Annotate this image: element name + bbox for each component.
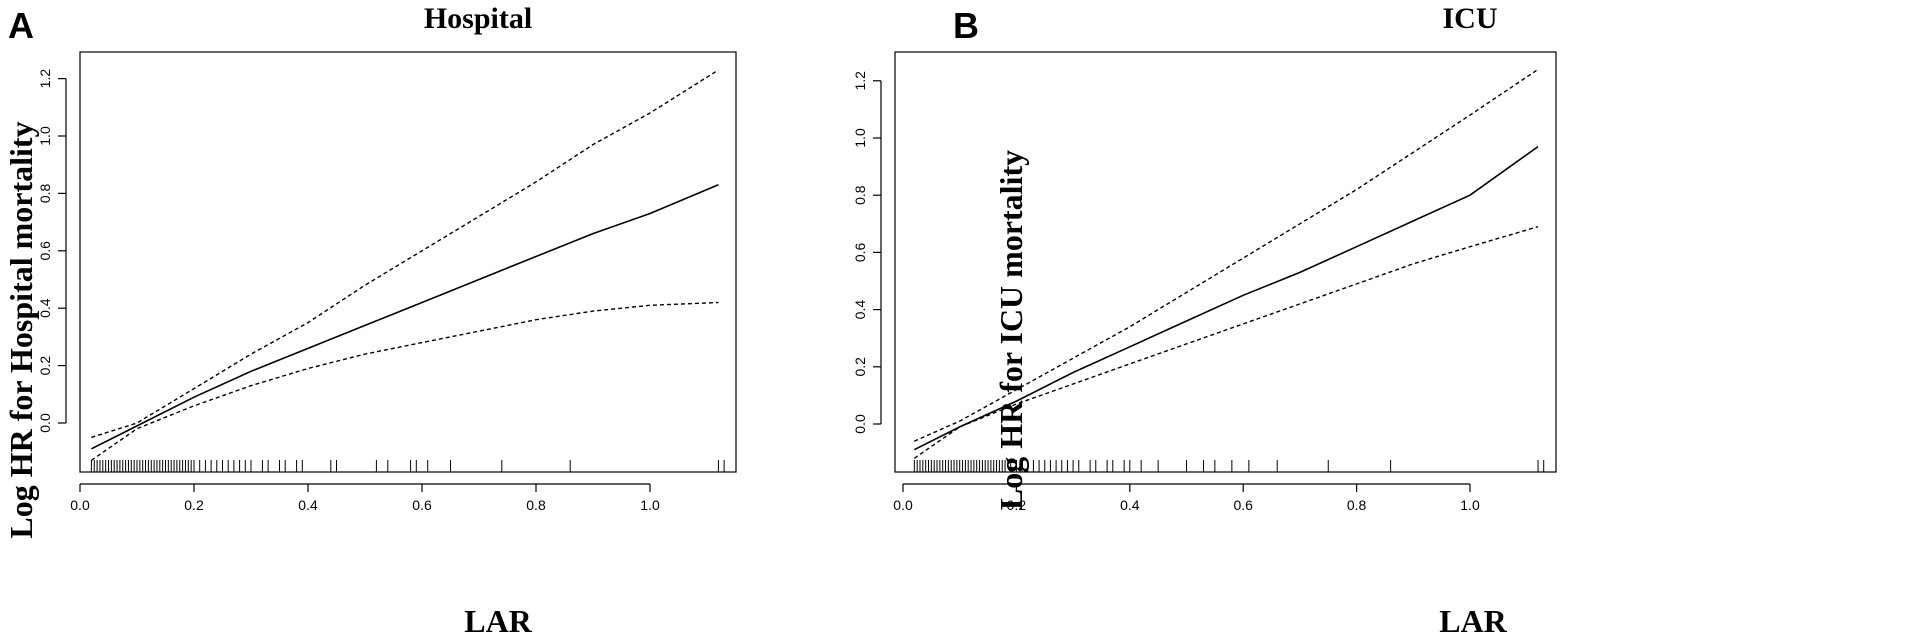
y-tick-label: 0.4 — [852, 300, 868, 320]
x-tick-label: 0.6 — [1233, 497, 1253, 513]
y-tick-label: 1.0 — [37, 126, 53, 146]
lower-ci-line — [913, 226, 1539, 459]
y-axis-title: Log HR for Hospital mortality — [3, 121, 39, 538]
plot-frame — [79, 51, 737, 473]
y-tick-label: 0.8 — [852, 185, 868, 205]
y-tick-label: 1.2 — [852, 71, 868, 91]
y-tick-label: 1.2 — [37, 69, 53, 89]
lower-ci-line — [91, 301, 719, 461]
x-tick-label: 0.4 — [1120, 497, 1140, 513]
x-tick-label: 0.6 — [412, 497, 432, 513]
panel-letter: B — [953, 5, 979, 46]
y-tick-label: 0.0 — [852, 414, 868, 434]
x-tick-label: 0.8 — [1347, 497, 1367, 513]
upper-ci-line — [914, 68, 1539, 442]
x-axis-title: LAR — [464, 603, 532, 638]
estimate-line — [91, 184, 719, 450]
chart-title: Hospital — [424, 2, 532, 35]
y-tick-label: 0.0 — [37, 413, 53, 433]
y-tick-label: 0.8 — [37, 183, 53, 203]
x-tick-label: 1.0 — [640, 497, 660, 513]
estimate-line — [913, 145, 1539, 451]
upper-ci-line — [91, 69, 719, 439]
x-tick-label: 0.2 — [184, 497, 204, 513]
x-axis-title: LAR — [1439, 603, 1507, 638]
y-tick-label: 0.6 — [852, 242, 868, 262]
x-tick-label: 0.0 — [893, 497, 913, 513]
x-tick-label: 0.2 — [1007, 497, 1027, 513]
x-tick-label: 1.0 — [1460, 497, 1480, 513]
chart-title: ICU — [1442, 2, 1497, 35]
panel-a: A Hospital LAR Log HR for Hospital morta… — [3, 2, 737, 638]
y-tick-label: 0.4 — [37, 298, 53, 318]
x-tick-label: 0.0 — [70, 497, 90, 513]
x-tick-label: 0.8 — [526, 497, 546, 513]
panel-b: B ICU LAR Log HR for ICU mortality 0.0 0.… — [852, 2, 1557, 638]
y-axis-title: Log HR for ICU mortality — [993, 150, 1029, 510]
x-tick-label: 0.4 — [298, 497, 318, 513]
y-tick-label: 0.2 — [37, 356, 53, 376]
y-tick-label: 1.0 — [852, 128, 868, 148]
y-tick-label: 0.2 — [852, 357, 868, 377]
y-tick-label: 0.6 — [37, 241, 53, 261]
panel-letter: A — [8, 5, 34, 46]
plot-frame — [894, 51, 1557, 473]
